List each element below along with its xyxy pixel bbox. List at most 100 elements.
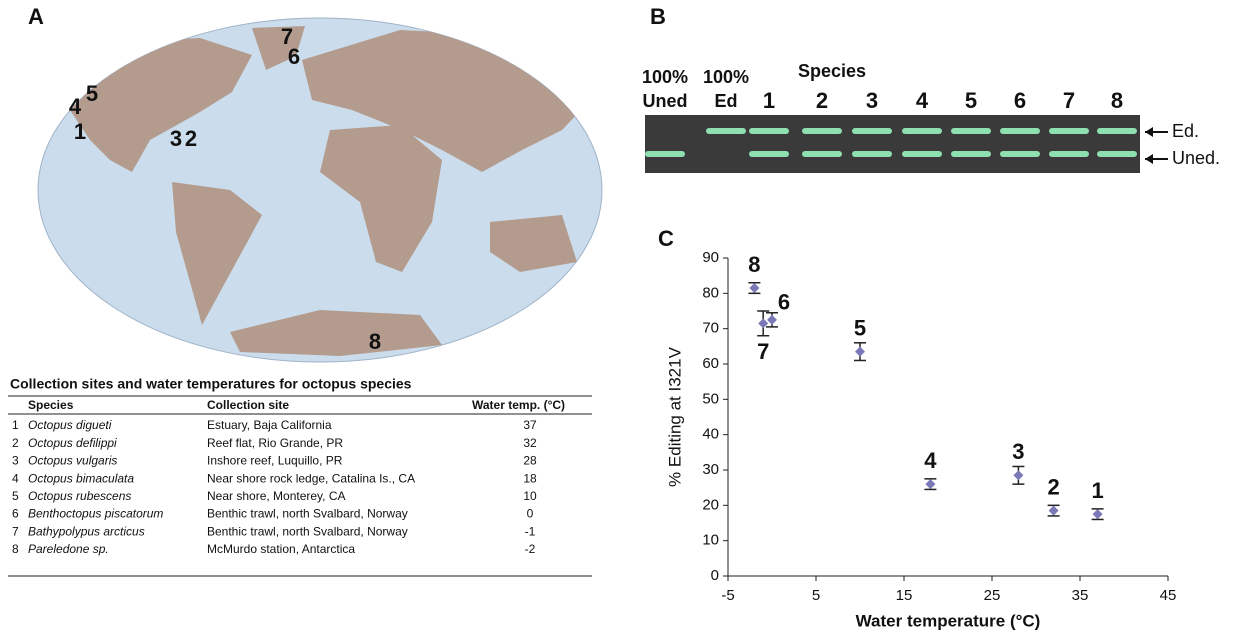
y-tick-label: 30 [702, 461, 719, 478]
panel-label: C [658, 226, 674, 251]
lane-label: 3 [866, 88, 878, 113]
gel-band [802, 151, 842, 157]
table-cell: 6 [12, 507, 19, 521]
table-cell: 3 [12, 454, 19, 468]
gel-band [951, 151, 991, 157]
y-tick-label: 10 [702, 532, 719, 549]
table-cell: Benthoctopus piscatorum [28, 507, 163, 521]
lane-label: 1 [763, 88, 775, 113]
table-cell: Near shore, Monterey, CA [207, 489, 346, 503]
y-tick-label: 40 [702, 426, 719, 443]
table-cell: 28 [523, 454, 537, 468]
table-cell: Octopus vulgaris [28, 454, 117, 468]
gel-band [852, 151, 892, 157]
map-label: 5 [86, 81, 98, 106]
gel-band [1097, 151, 1137, 157]
table-cell: 8 [12, 542, 19, 556]
x-tick-label: -5 [721, 587, 734, 604]
lane-label: 6 [1014, 88, 1026, 113]
point-label: 7 [757, 339, 769, 364]
lane-label: 8 [1111, 88, 1123, 113]
gel-band [951, 128, 991, 134]
point-label: 6 [778, 290, 790, 315]
x-axis-title: Water temperature (°C) [856, 611, 1041, 630]
table-header: Collection site [207, 398, 289, 412]
point-label: 3 [1012, 439, 1024, 464]
gel [645, 115, 1140, 173]
table-cell: Octopus digueti [28, 418, 112, 432]
x-tick-label: 15 [896, 587, 913, 604]
arrow-head [1145, 127, 1153, 137]
table-cell: 7 [12, 524, 19, 538]
point [749, 283, 759, 293]
gel-band [802, 128, 842, 134]
gel-band [645, 151, 685, 157]
table-cell: Near shore rock ledge, Catalina Is., CA [207, 471, 415, 485]
lane-label: 100% [642, 67, 688, 87]
table-header: Species [28, 398, 74, 412]
gel-band [1000, 128, 1040, 134]
map-label: 6 [288, 44, 300, 69]
point-label: 4 [924, 448, 937, 473]
panel-label: B [650, 4, 666, 29]
point-label: 2 [1047, 474, 1059, 499]
table-cell: 2 [12, 436, 19, 450]
lane-label: 2 [816, 88, 828, 113]
gel-band [902, 128, 942, 134]
y-tick-label: 0 [711, 567, 719, 584]
gel-band [1049, 128, 1089, 134]
y-tick-label: 60 [702, 355, 719, 372]
lane-label: 7 [1063, 88, 1075, 113]
y-tick-label: 80 [702, 284, 719, 301]
table-title: Collection sites and water temperatures … [10, 376, 412, 392]
lane-label: 5 [965, 88, 977, 113]
point-label: 1 [1091, 478, 1103, 503]
x-tick-label: 25 [984, 587, 1001, 604]
gel-band [852, 128, 892, 134]
point [1013, 470, 1023, 480]
point [1093, 509, 1103, 519]
band-label: Uned. [1172, 148, 1220, 168]
map-label: 2 [185, 126, 197, 151]
point [925, 479, 935, 489]
map-label: 1 [74, 119, 86, 144]
gel-band [902, 151, 942, 157]
map-label: 4 [69, 94, 82, 119]
figure: A B C 76541328Collection sites and water… [0, 0, 1237, 637]
band-label: Ed. [1172, 121, 1199, 141]
table-cell: 1 [12, 418, 19, 432]
table-cell: Benthic trawl, north Svalbard, Norway [207, 524, 408, 538]
table-cell: McMurdo station, Antarctica [207, 542, 355, 556]
lane-label: Uned [643, 91, 688, 111]
page: A B C 76541328Collection sites and water… [0, 0, 1237, 637]
gel-band [1000, 151, 1040, 157]
table-header: Water temp. (°C) [472, 398, 565, 412]
point [767, 315, 777, 325]
table-cell: Octopus rubescens [28, 489, 131, 503]
table-cell: Octopus defilippi [28, 436, 117, 450]
lane-label: Ed [714, 91, 737, 111]
table-cell: Reef flat, Rio Grande, PR [207, 436, 343, 450]
lane-label: 4 [916, 88, 929, 113]
table-cell: -1 [525, 524, 536, 538]
point-label: 5 [854, 315, 866, 340]
arrow-head [1145, 154, 1153, 164]
table-cell: 4 [12, 471, 19, 485]
y-tick-label: 70 [702, 320, 719, 337]
y-axis-title: % Editing at I321V [665, 346, 684, 487]
species-title: Species [798, 61, 866, 81]
table-cell: Bathypolypus arcticus [28, 524, 145, 538]
table-cell: 10 [523, 489, 537, 503]
x-tick-label: 45 [1160, 587, 1177, 604]
table-cell: 32 [523, 436, 537, 450]
map-label: 8 [369, 329, 381, 354]
table-cell: Estuary, Baja California [207, 418, 332, 432]
point-label: 8 [748, 252, 760, 277]
table-cell: Octopus bimaculata [28, 471, 134, 485]
gel-band [749, 151, 789, 157]
table-cell: 0 [527, 507, 534, 521]
y-tick-label: 50 [702, 390, 719, 407]
x-tick-label: 35 [1072, 587, 1089, 604]
point [855, 347, 865, 357]
panel-label: A [28, 4, 44, 29]
